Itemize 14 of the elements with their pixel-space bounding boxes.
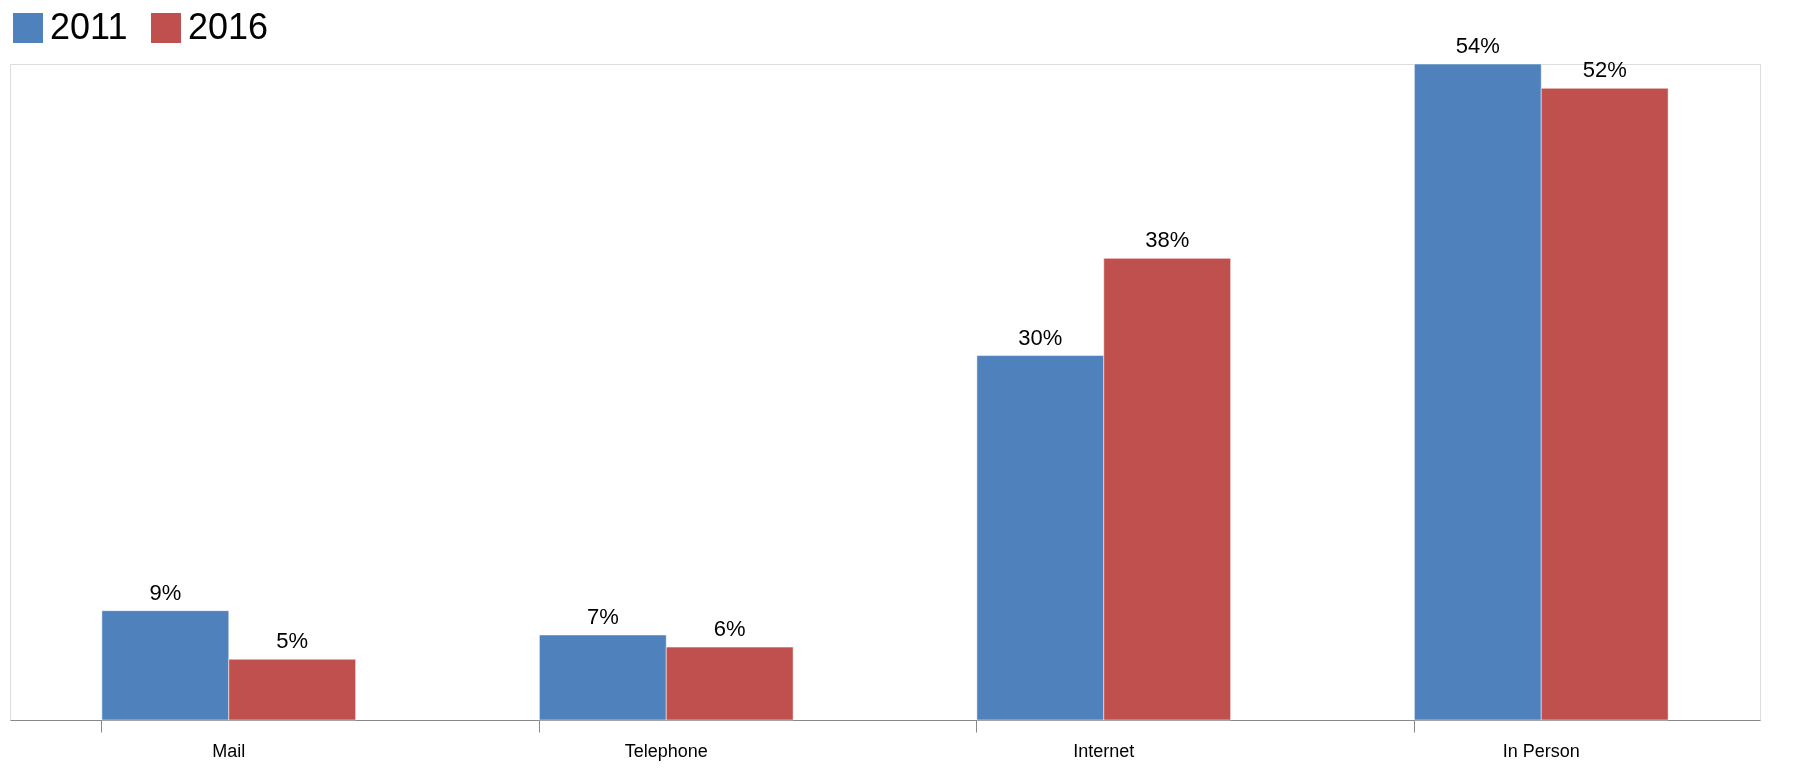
data-label: 30%	[1018, 324, 1063, 350]
data-label: 6%	[713, 616, 746, 642]
x-tick-label: In Person	[1502, 740, 1580, 761]
legend-label: 2011	[50, 6, 128, 47]
data-label: 5%	[276, 628, 309, 654]
data-label: 9%	[149, 579, 182, 605]
x-tick-label: Internet	[1073, 740, 1135, 761]
legend-label: 2016	[188, 6, 269, 47]
x-tick-label: Telephone	[624, 740, 708, 761]
data-label: 54%	[1455, 33, 1500, 58]
data-label: 52%	[1582, 57, 1627, 83]
data-label: 7%	[586, 603, 619, 629]
data-label: 38%	[1145, 227, 1190, 253]
x-tick-label: Mail	[212, 740, 246, 761]
